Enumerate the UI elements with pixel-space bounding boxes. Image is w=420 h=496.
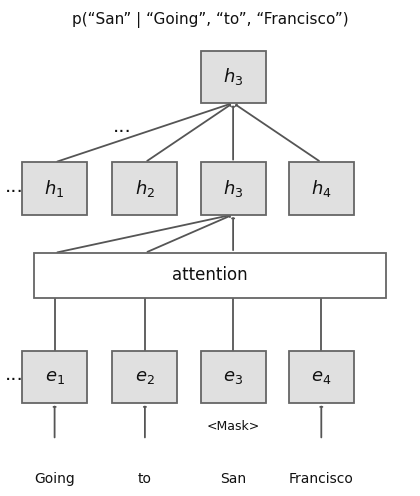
Text: $h_{2}$: $h_{2}$ xyxy=(135,178,155,199)
Text: $h_{3}$: $h_{3}$ xyxy=(223,66,243,87)
Bar xyxy=(22,351,87,403)
Text: attention: attention xyxy=(172,266,248,284)
Text: $h_{3}$: $h_{3}$ xyxy=(223,178,243,199)
Bar xyxy=(289,163,354,214)
Text: $e_{3}$: $e_{3}$ xyxy=(223,368,243,386)
Text: $h_{4}$: $h_{4}$ xyxy=(311,178,332,199)
Text: ...: ... xyxy=(5,177,24,195)
Bar xyxy=(112,351,177,403)
Text: $e_{2}$: $e_{2}$ xyxy=(135,368,155,386)
Text: San: San xyxy=(220,472,246,486)
Text: $e_{4}$: $e_{4}$ xyxy=(311,368,331,386)
Text: Going: Going xyxy=(34,472,75,486)
Text: Francisco: Francisco xyxy=(289,472,354,486)
Bar xyxy=(34,253,386,298)
Text: <Mask>: <Mask> xyxy=(207,420,260,433)
Text: $h_{1}$: $h_{1}$ xyxy=(45,178,65,199)
Bar xyxy=(289,351,354,403)
Bar xyxy=(201,51,266,103)
Text: p(“San” | “Going”, “to”, “Francisco”): p(“San” | “Going”, “to”, “Francisco”) xyxy=(72,12,348,28)
Bar xyxy=(22,163,87,214)
Text: ...: ... xyxy=(113,117,131,136)
Text: to: to xyxy=(138,472,152,486)
Bar xyxy=(201,351,266,403)
Text: ...: ... xyxy=(5,365,24,384)
Bar xyxy=(201,163,266,214)
Text: $e_{1}$: $e_{1}$ xyxy=(45,368,65,386)
Bar xyxy=(112,163,177,214)
